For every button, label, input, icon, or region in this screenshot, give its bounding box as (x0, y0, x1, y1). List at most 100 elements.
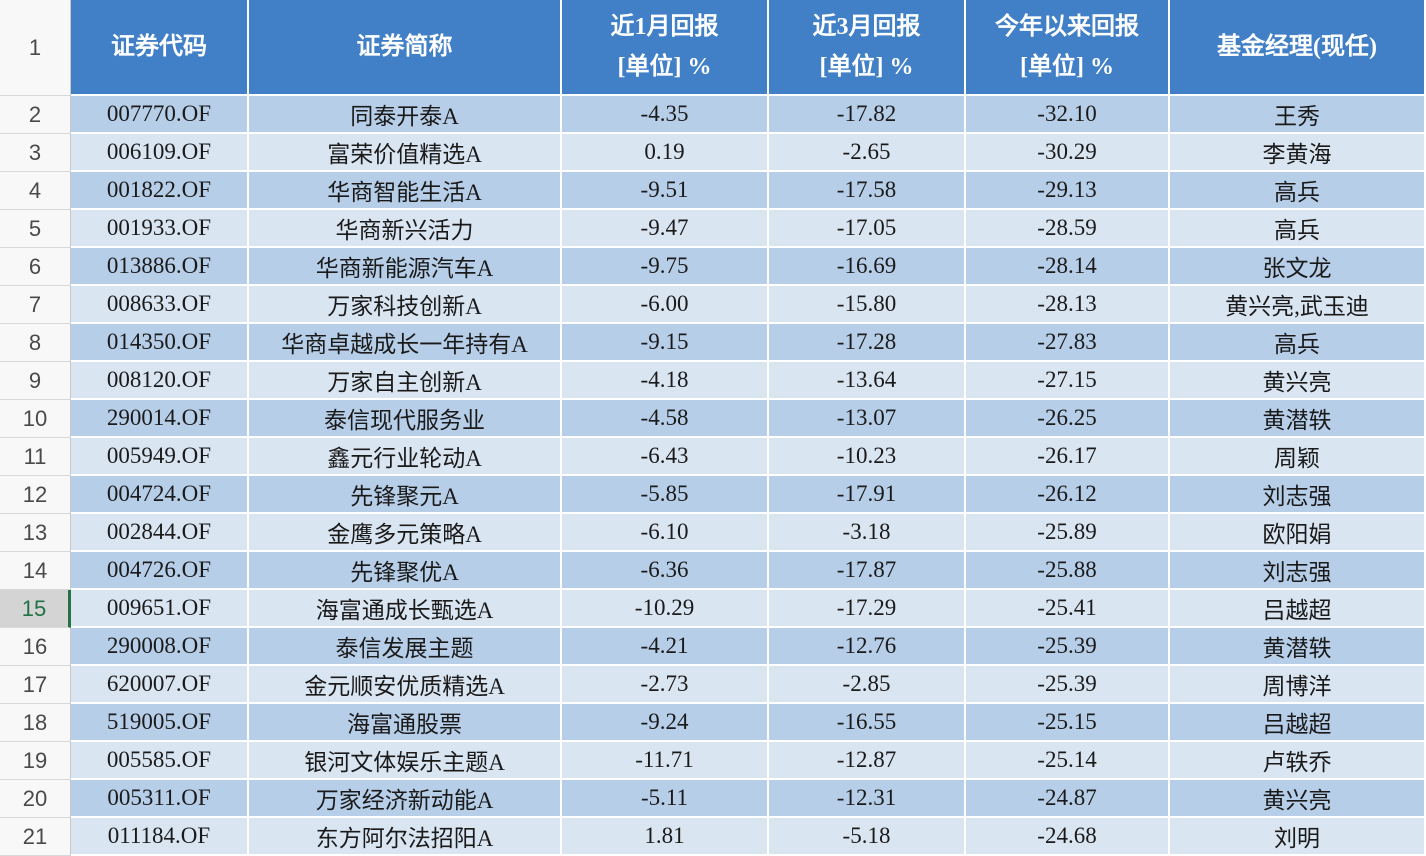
cell-return-1m[interactable]: -9.75 (562, 248, 769, 286)
cell-code[interactable]: 005585.OF (71, 742, 249, 780)
cell-name[interactable]: 先锋聚优A (249, 552, 562, 590)
cell-return-3m[interactable]: -13.64 (769, 362, 966, 400)
cell-return-3m[interactable]: -17.91 (769, 476, 966, 514)
cell-return-1m[interactable]: -5.11 (562, 780, 769, 818)
cell-name[interactable]: 华商卓越成长一年持有A (249, 324, 562, 362)
cell-return-3m[interactable]: -13.07 (769, 400, 966, 438)
cell-name[interactable]: 海富通成长甄选A (249, 590, 562, 628)
cell-code[interactable]: 002844.OF (71, 514, 249, 552)
cell-return-1m[interactable]: -4.21 (562, 628, 769, 666)
cell-manager[interactable]: 吕越超 (1170, 704, 1426, 742)
cell-code[interactable]: 006109.OF (71, 134, 249, 172)
cell-name[interactable]: 海富通股票 (249, 704, 562, 742)
cell-return-ytd[interactable]: -28.13 (966, 286, 1170, 324)
cell-name[interactable]: 泰信发展主题 (249, 628, 562, 666)
cell-manager[interactable]: 张文龙 (1170, 248, 1426, 286)
row-number-header[interactable]: 11 (0, 438, 71, 476)
cell-return-ytd[interactable]: -27.15 (966, 362, 1170, 400)
cell-return-ytd[interactable]: -30.29 (966, 134, 1170, 172)
cell-code[interactable]: 005949.OF (71, 438, 249, 476)
cell-manager[interactable]: 李黄海 (1170, 134, 1426, 172)
cell-code[interactable]: 005311.OF (71, 780, 249, 818)
cell-return-1m[interactable]: -6.00 (562, 286, 769, 324)
row-number-header[interactable]: 19 (0, 742, 71, 780)
cell-return-ytd[interactable]: -32.10 (966, 96, 1170, 134)
cell-return-3m[interactable]: -17.87 (769, 552, 966, 590)
cell-name[interactable]: 万家经济新动能A (249, 780, 562, 818)
cell-manager[interactable]: 高兵 (1170, 172, 1426, 210)
cell-return-ytd[interactable]: -26.12 (966, 476, 1170, 514)
cell-code[interactable]: 001822.OF (71, 172, 249, 210)
column-header-name[interactable]: 证券简称 (249, 0, 562, 96)
cell-name[interactable]: 东方阿尔法招阳A (249, 818, 562, 856)
cell-return-1m[interactable]: -11.71 (562, 742, 769, 780)
cell-return-3m[interactable]: -12.31 (769, 780, 966, 818)
column-header-return-ytd[interactable]: 今年以来回报 [单位] % (966, 0, 1170, 96)
cell-return-ytd[interactable]: -26.25 (966, 400, 1170, 438)
row-number-header[interactable]: 7 (0, 286, 71, 324)
cell-return-ytd[interactable]: -28.59 (966, 210, 1170, 248)
cell-name[interactable]: 金鹰多元策略A (249, 514, 562, 552)
cell-code[interactable]: 013886.OF (71, 248, 249, 286)
cell-return-ytd[interactable]: -27.83 (966, 324, 1170, 362)
cell-return-ytd[interactable]: -24.87 (966, 780, 1170, 818)
cell-return-1m[interactable]: -6.43 (562, 438, 769, 476)
cell-return-1m[interactable]: -4.35 (562, 96, 769, 134)
cell-name[interactable]: 泰信现代服务业 (249, 400, 562, 438)
cell-name[interactable]: 万家科技创新A (249, 286, 562, 324)
cell-manager[interactable]: 高兵 (1170, 324, 1426, 362)
cell-name[interactable]: 华商智能生活A (249, 172, 562, 210)
cell-return-3m[interactable]: -3.18 (769, 514, 966, 552)
cell-return-ytd[interactable]: -29.13 (966, 172, 1170, 210)
cell-name[interactable]: 银河文体娱乐主题A (249, 742, 562, 780)
cell-return-3m[interactable]: -17.82 (769, 96, 966, 134)
row-number-header[interactable]: 8 (0, 324, 71, 362)
cell-return-3m[interactable]: -17.28 (769, 324, 966, 362)
cell-code[interactable]: 011184.OF (71, 818, 249, 856)
row-number-header[interactable]: 16 (0, 628, 71, 666)
cell-return-3m[interactable]: -12.76 (769, 628, 966, 666)
row-number-header[interactable]: 20 (0, 780, 71, 818)
cell-return-1m[interactable]: 0.19 (562, 134, 769, 172)
cell-return-3m[interactable]: -17.58 (769, 172, 966, 210)
row-number-header[interactable]: 18 (0, 704, 71, 742)
cell-return-ytd[interactable]: -25.88 (966, 552, 1170, 590)
cell-return-ytd[interactable]: -25.15 (966, 704, 1170, 742)
row-number-header[interactable]: 6 (0, 248, 71, 286)
cell-return-3m[interactable]: -5.18 (769, 818, 966, 856)
cell-return-3m[interactable]: -17.05 (769, 210, 966, 248)
row-number-header[interactable]: 14 (0, 552, 71, 590)
cell-return-ytd[interactable]: -25.14 (966, 742, 1170, 780)
cell-name[interactable]: 同泰开泰A (249, 96, 562, 134)
cell-return-ytd[interactable]: -25.41 (966, 590, 1170, 628)
cell-return-ytd[interactable]: -25.39 (966, 666, 1170, 704)
row-number-header[interactable]: 21 (0, 818, 71, 856)
cell-return-1m[interactable]: -9.15 (562, 324, 769, 362)
cell-manager[interactable]: 吕越超 (1170, 590, 1426, 628)
cell-code[interactable]: 009651.OF (71, 590, 249, 628)
cell-code[interactable]: 004724.OF (71, 476, 249, 514)
cell-manager[interactable]: 欧阳娟 (1170, 514, 1426, 552)
cell-return-ytd[interactable]: -25.39 (966, 628, 1170, 666)
cell-code[interactable]: 008633.OF (71, 286, 249, 324)
cell-code[interactable]: 004726.OF (71, 552, 249, 590)
cell-return-3m[interactable]: -2.85 (769, 666, 966, 704)
cell-name[interactable]: 华商新兴活力 (249, 210, 562, 248)
cell-manager[interactable]: 刘志强 (1170, 552, 1426, 590)
row-number-header[interactable]: 15 (0, 590, 71, 628)
cell-code[interactable]: 001933.OF (71, 210, 249, 248)
cell-manager[interactable]: 黄兴亮,武玉迪 (1170, 286, 1426, 324)
cell-name[interactable]: 富荣价值精选A (249, 134, 562, 172)
cell-manager[interactable]: 高兵 (1170, 210, 1426, 248)
cell-return-1m[interactable]: -9.24 (562, 704, 769, 742)
row-number-header[interactable]: 13 (0, 514, 71, 552)
cell-code[interactable]: 290014.OF (71, 400, 249, 438)
row-number-header[interactable]: 1 (0, 0, 71, 96)
row-number-header[interactable]: 2 (0, 96, 71, 134)
cell-manager[interactable]: 刘志强 (1170, 476, 1426, 514)
column-header-return-3m[interactable]: 近3月回报 [单位] % (769, 0, 966, 96)
cell-code[interactable]: 008120.OF (71, 362, 249, 400)
column-header-code[interactable]: 证券代码 (71, 0, 249, 96)
column-header-return-1m[interactable]: 近1月回报 [单位] % (562, 0, 769, 96)
cell-code[interactable]: 519005.OF (71, 704, 249, 742)
